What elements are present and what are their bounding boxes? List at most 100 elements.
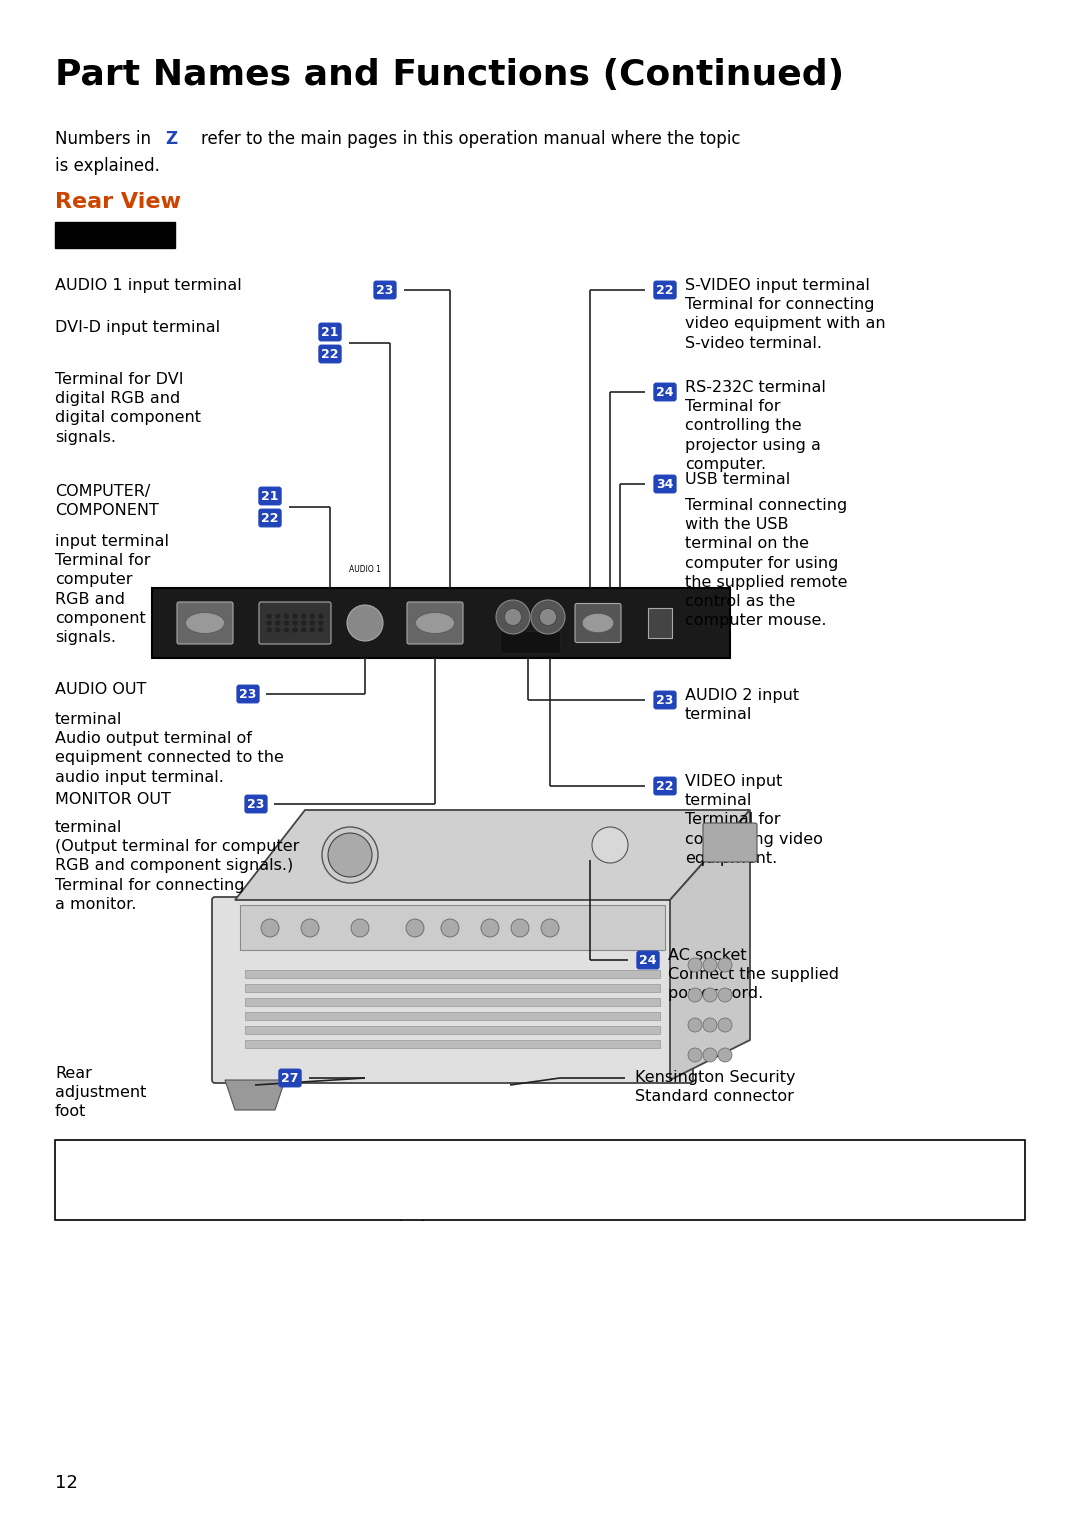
Text: 22: 22: [321, 347, 339, 361]
FancyBboxPatch shape: [648, 609, 672, 638]
Circle shape: [261, 919, 279, 937]
Circle shape: [328, 833, 372, 878]
Text: USB terminal: USB terminal: [685, 472, 791, 488]
Text: AUDIO OUT: AUDIO OUT: [346, 661, 384, 667]
Text: Numbers in: Numbers in: [55, 130, 157, 148]
Polygon shape: [670, 810, 750, 1079]
Text: Terminal connecting
with the USB
terminal on the
computer for using
the supplied: Terminal connecting with the USB termina…: [685, 498, 848, 628]
Circle shape: [310, 615, 314, 618]
Ellipse shape: [186, 613, 225, 633]
Text: DVI-D input terminal: DVI-D input terminal: [55, 320, 220, 335]
Circle shape: [504, 609, 522, 625]
Text: AUDIO 2 input
terminal: AUDIO 2 input terminal: [685, 688, 799, 722]
Text: Terminal for DVI
digital RGB and
digital component
signals.: Terminal for DVI digital RGB and digital…: [55, 372, 201, 445]
Circle shape: [267, 621, 271, 625]
FancyBboxPatch shape: [703, 823, 757, 862]
Circle shape: [718, 988, 732, 1001]
Text: 23: 23: [376, 283, 394, 297]
Text: 24: 24: [639, 954, 657, 966]
Circle shape: [592, 827, 627, 862]
Circle shape: [301, 628, 306, 631]
Circle shape: [275, 628, 280, 631]
Circle shape: [293, 628, 297, 631]
Text: refer to the main pages in this operation manual where the topic: refer to the main pages in this operatio…: [180, 130, 741, 148]
Circle shape: [293, 621, 297, 625]
Text: AUDIO 1: AUDIO 1: [349, 566, 381, 573]
Text: Part Names and Functions (Continued): Part Names and Functions (Continued): [55, 58, 845, 92]
FancyBboxPatch shape: [245, 998, 660, 1006]
Circle shape: [284, 615, 288, 618]
Text: 23: 23: [657, 694, 674, 706]
FancyBboxPatch shape: [177, 602, 233, 644]
Text: AUDIO 1 input terminal: AUDIO 1 input terminal: [55, 278, 242, 294]
Circle shape: [301, 621, 306, 625]
FancyBboxPatch shape: [245, 969, 660, 979]
Text: COMPUTER/COMPONENT: COMPUTER/COMPONENT: [162, 661, 248, 667]
Circle shape: [531, 599, 565, 635]
Circle shape: [540, 609, 556, 625]
Circle shape: [319, 628, 323, 631]
Polygon shape: [225, 1079, 285, 1110]
Text: input terminal
Terminal for
computer
RGB and
component
signals.: input terminal Terminal for computer RGB…: [55, 534, 168, 645]
Text: 22: 22: [261, 512, 279, 524]
Text: 22: 22: [657, 780, 674, 792]
FancyBboxPatch shape: [500, 631, 561, 653]
Circle shape: [441, 919, 459, 937]
Text: 22: 22: [657, 283, 674, 297]
Circle shape: [267, 615, 271, 618]
Text: MONITOR OUT: MONITOR OUT: [55, 792, 171, 807]
Circle shape: [275, 615, 280, 618]
Circle shape: [351, 919, 369, 937]
Text: 21: 21: [261, 489, 279, 503]
FancyBboxPatch shape: [245, 1040, 660, 1047]
Text: VIDEO input
terminal
Terminal for
connecting video
equipment.: VIDEO input terminal Terminal for connec…: [685, 774, 823, 865]
Text: Rear
adjustment
foot: Rear adjustment foot: [55, 1066, 147, 1119]
Circle shape: [301, 615, 306, 618]
Text: USB: USB: [653, 661, 667, 667]
Circle shape: [319, 621, 323, 625]
Circle shape: [688, 959, 702, 972]
Circle shape: [301, 919, 319, 937]
Text: AUDIO 2: AUDIO 2: [516, 661, 543, 665]
Text: COMPUTER/
COMPONENT: COMPUTER/ COMPONENT: [55, 485, 159, 518]
Text: Using the Kensington Lock
¥ This projector has a Kensington Security Standard co: Using the Kensington Lock ¥ This project…: [70, 1148, 720, 1220]
Text: 23: 23: [247, 798, 265, 810]
Circle shape: [718, 1047, 732, 1063]
Circle shape: [718, 959, 732, 972]
Circle shape: [688, 988, 702, 1001]
Circle shape: [319, 615, 323, 618]
Text: 34: 34: [657, 477, 674, 491]
Polygon shape: [235, 810, 750, 901]
Text: Kensington Security
Standard connector: Kensington Security Standard connector: [635, 1070, 796, 1104]
FancyBboxPatch shape: [575, 604, 621, 642]
FancyBboxPatch shape: [245, 1012, 660, 1020]
Circle shape: [481, 919, 499, 937]
FancyBboxPatch shape: [245, 1026, 660, 1034]
Text: RS-232C: RS-232C: [583, 661, 612, 667]
Text: 21: 21: [321, 326, 339, 338]
Text: RS-232C terminal
Terminal for
controlling the
projector using a
computer.: RS-232C terminal Terminal for controllin…: [685, 381, 826, 472]
Text: S-VIDEO input terminal
Terminal for connecting
video equipment with an
S-video t: S-VIDEO input terminal Terminal for conn…: [685, 278, 886, 350]
Circle shape: [511, 919, 529, 937]
FancyBboxPatch shape: [240, 905, 665, 950]
Circle shape: [310, 621, 314, 625]
Text: Rear View: Rear View: [55, 193, 181, 213]
Circle shape: [703, 1047, 717, 1063]
Circle shape: [718, 1018, 732, 1032]
Text: DVI-D (HDCP): DVI-D (HDCP): [272, 661, 319, 667]
Text: terminal
(Output terminal for computer
RGB and component signals.)
Terminal for : terminal (Output terminal for computer R…: [55, 820, 299, 911]
Text: AUDIO OUT: AUDIO OUT: [55, 682, 147, 697]
FancyBboxPatch shape: [407, 602, 463, 644]
FancyBboxPatch shape: [259, 602, 330, 644]
Circle shape: [284, 621, 288, 625]
Ellipse shape: [582, 613, 613, 633]
Circle shape: [310, 628, 314, 631]
Circle shape: [267, 628, 271, 631]
Text: 12: 12: [55, 1474, 78, 1492]
Text: 27: 27: [281, 1072, 299, 1084]
FancyBboxPatch shape: [55, 1141, 1025, 1220]
Circle shape: [322, 827, 378, 884]
Ellipse shape: [416, 613, 455, 633]
Circle shape: [688, 1018, 702, 1032]
Text: Z: Z: [165, 130, 177, 148]
